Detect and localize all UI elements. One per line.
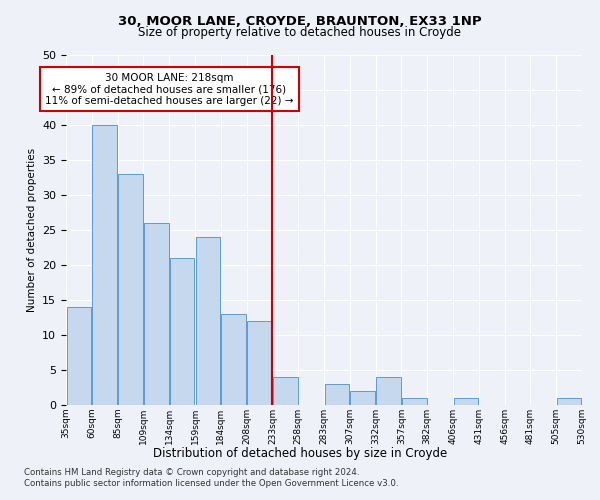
Bar (350, 391, 375, 405)
Text: 30, MOOR LANE, CROYDE, BRAUNTON, EX33 1NP: 30, MOOR LANE, CROYDE, BRAUNTON, EX33 1N… (118, 15, 482, 28)
Text: 30 MOOR LANE: 218sqm
← 89% of detached houses are smaller (176)
11% of semi-deta: 30 MOOR LANE: 218sqm ← 89% of detached h… (45, 72, 293, 106)
Bar (144, 223, 169, 405)
Bar (402, 398, 427, 405)
Bar (118, 174, 143, 405)
Bar (454, 398, 478, 405)
Bar (247, 321, 272, 405)
Y-axis label: Number of detached properties: Number of detached properties (26, 148, 37, 312)
Bar (67, 307, 91, 405)
Bar (376, 377, 401, 405)
Bar (325, 384, 349, 405)
Bar (557, 398, 581, 405)
Bar (196, 237, 220, 405)
Bar (273, 377, 298, 405)
Bar (170, 258, 194, 405)
Text: Distribution of detached houses by size in Croyde: Distribution of detached houses by size … (153, 448, 447, 460)
Bar (92, 125, 117, 405)
Text: Contains HM Land Registry data © Crown copyright and database right 2024.
Contai: Contains HM Land Registry data © Crown c… (24, 468, 398, 487)
Text: Size of property relative to detached houses in Croyde: Size of property relative to detached ho… (139, 26, 461, 39)
Bar (221, 314, 246, 405)
